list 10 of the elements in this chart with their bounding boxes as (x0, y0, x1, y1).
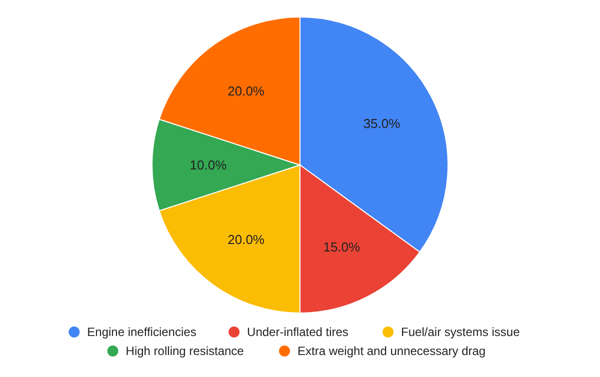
legend-label: Extra weight and unnecessary drag (298, 344, 486, 358)
data-label: 20.0% (228, 83, 265, 98)
legend-label: High rolling resistance (126, 344, 244, 358)
data-label: 15.0% (323, 239, 361, 254)
data-label: 35.0% (363, 116, 401, 131)
legend-label: Engine inefficiencies (87, 325, 196, 340)
legend-label: Under-inflated tires (247, 325, 348, 340)
data-label: 20.0% (228, 232, 265, 247)
legend-label: Fuel/air systems issue (401, 325, 520, 340)
data-label: 10.0% (190, 158, 228, 173)
